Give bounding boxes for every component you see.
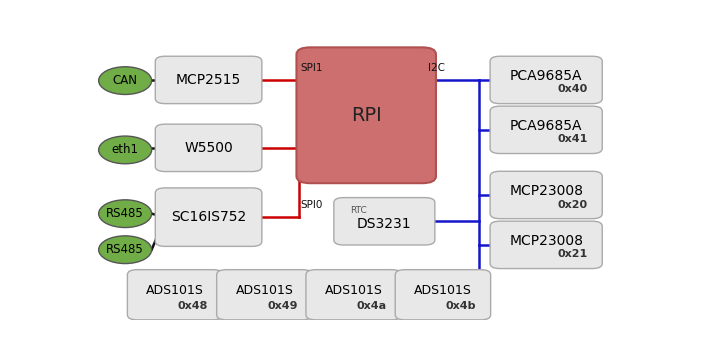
- Text: 0x4a: 0x4a: [356, 301, 387, 311]
- Text: ADS101S: ADS101S: [235, 284, 293, 297]
- Text: 0x48: 0x48: [178, 301, 208, 311]
- Text: SC16IS752: SC16IS752: [171, 210, 246, 224]
- FancyBboxPatch shape: [156, 188, 262, 246]
- Text: 0x41: 0x41: [557, 134, 588, 144]
- Text: CAN: CAN: [112, 74, 138, 87]
- FancyBboxPatch shape: [334, 198, 435, 245]
- FancyBboxPatch shape: [306, 270, 401, 320]
- FancyBboxPatch shape: [490, 221, 602, 269]
- Text: MCP23008: MCP23008: [509, 184, 583, 198]
- Text: RS485: RS485: [107, 207, 144, 220]
- Ellipse shape: [99, 136, 152, 164]
- Text: SPI1: SPI1: [300, 63, 323, 73]
- Text: 0x4b: 0x4b: [446, 301, 476, 311]
- Text: RPI: RPI: [351, 106, 382, 125]
- Text: SPI0: SPI0: [300, 200, 323, 210]
- Text: ADS101S: ADS101S: [325, 284, 382, 297]
- Text: 0x20: 0x20: [557, 199, 588, 210]
- Text: 0x40: 0x40: [557, 85, 588, 94]
- Text: RTC: RTC: [351, 206, 367, 215]
- Text: 0x21: 0x21: [557, 249, 588, 260]
- Text: MCP23008: MCP23008: [509, 234, 583, 248]
- Text: PCA9685A: PCA9685A: [510, 119, 582, 133]
- Text: RS485: RS485: [107, 243, 144, 256]
- Text: MCP2515: MCP2515: [176, 73, 241, 87]
- FancyBboxPatch shape: [297, 48, 436, 183]
- Ellipse shape: [99, 236, 152, 264]
- Text: eth1: eth1: [112, 143, 139, 157]
- Text: ADS101S: ADS101S: [146, 284, 204, 297]
- FancyBboxPatch shape: [490, 171, 602, 219]
- FancyBboxPatch shape: [217, 270, 312, 320]
- Text: ADS101S: ADS101S: [414, 284, 472, 297]
- Text: I2C: I2C: [428, 63, 444, 73]
- FancyBboxPatch shape: [127, 270, 222, 320]
- FancyBboxPatch shape: [156, 56, 262, 104]
- Ellipse shape: [99, 67, 152, 94]
- FancyBboxPatch shape: [156, 124, 262, 172]
- FancyBboxPatch shape: [395, 270, 490, 320]
- Text: PCA9685A: PCA9685A: [510, 69, 582, 83]
- Text: DS3231: DS3231: [357, 217, 412, 231]
- FancyBboxPatch shape: [490, 106, 602, 153]
- Text: 0x49: 0x49: [267, 301, 297, 311]
- Text: W5500: W5500: [184, 141, 233, 155]
- FancyBboxPatch shape: [490, 56, 602, 104]
- Ellipse shape: [99, 200, 152, 228]
